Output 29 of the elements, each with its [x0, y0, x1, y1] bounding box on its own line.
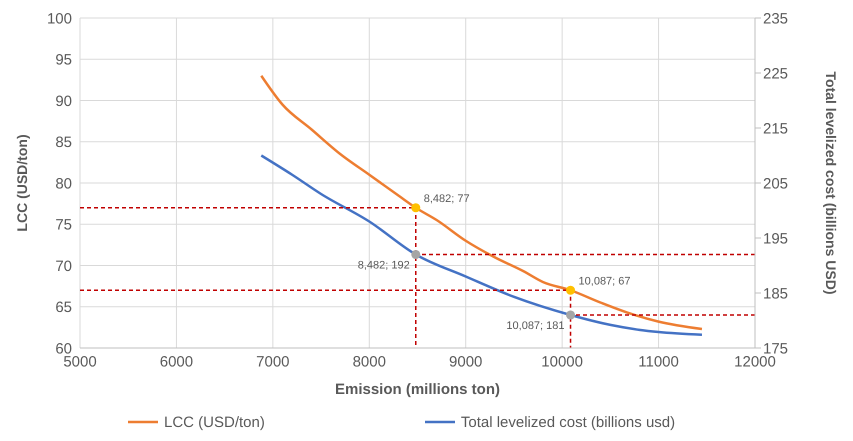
- x-tick-label: 7000: [256, 354, 290, 371]
- legend-label: LCC (USD/ton): [164, 414, 265, 430]
- y-axis-title: LCC (USD/ton): [14, 134, 30, 232]
- x-axis-title: Emission (millions ton): [334, 381, 500, 398]
- legend-label: Total levelized cost (billions usd): [460, 414, 676, 430]
- y2-axis-title: Total levelized cost (billions USD): [823, 72, 840, 294]
- y-tick-label: 80: [55, 175, 72, 192]
- data-label: 8,482; 77: [424, 192, 470, 205]
- y2-tick-label: 235: [763, 10, 788, 28]
- x-tick-label: 8000: [352, 354, 386, 371]
- y2-tick-label: 225: [763, 65, 788, 82]
- data-label: 8,482; 192: [358, 260, 410, 272]
- y2-tick-label: 195: [763, 230, 788, 248]
- y2-tick-label: 185: [763, 285, 788, 302]
- data-label: 10,087; 67: [578, 275, 631, 288]
- y-tick-label: 90: [55, 92, 72, 110]
- y-tick-label: 75: [55, 216, 72, 234]
- y-tick-label: 95: [55, 52, 72, 69]
- x-tick-label: 6000: [160, 354, 194, 371]
- y-tick-label: 100: [46, 10, 72, 28]
- x-tick-label: 11000: [638, 354, 679, 371]
- y2-tick-label: 215: [763, 120, 788, 138]
- x-tick-label: 10000: [541, 354, 583, 371]
- data-label: 10,087; 181: [506, 320, 565, 332]
- y-tick-label: 85: [55, 134, 72, 152]
- y-tick-label: 65: [55, 299, 72, 316]
- y-tick-label: 70: [55, 258, 72, 275]
- x-tick-label: 9000: [449, 354, 482, 371]
- y2-tick-label: 205: [763, 175, 788, 192]
